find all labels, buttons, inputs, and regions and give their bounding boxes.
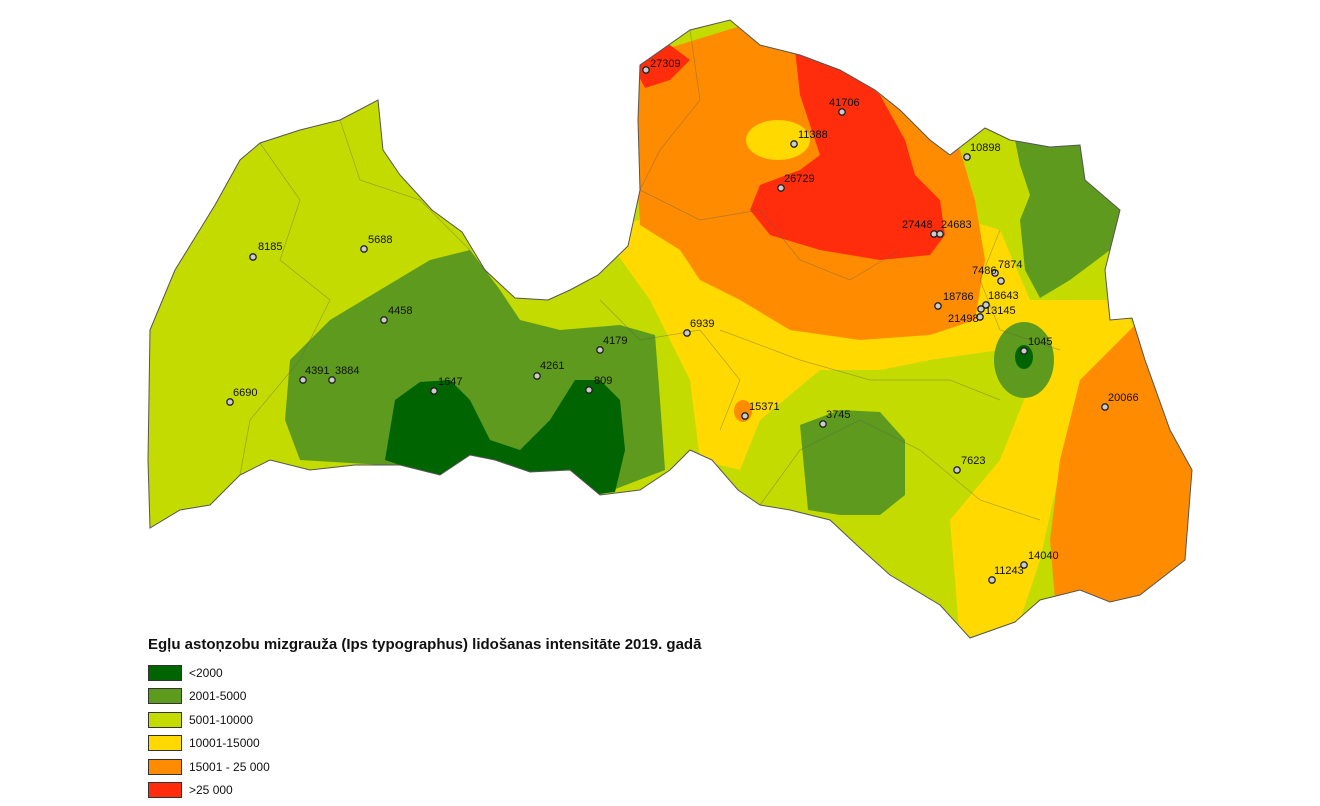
svg-text:3884: 3884 bbox=[335, 365, 359, 377]
svg-text:6939: 6939 bbox=[690, 318, 714, 330]
legend: Egļu astoņzobu mizgrauža (Ips typographu… bbox=[148, 636, 701, 802]
zone-10001-15000-island bbox=[746, 120, 810, 160]
svg-text:20066: 20066 bbox=[1108, 392, 1139, 404]
svg-text:24683: 24683 bbox=[941, 219, 972, 231]
svg-text:3745: 3745 bbox=[826, 409, 850, 421]
point-18786: 18786 bbox=[934, 291, 974, 310]
legend-swatch bbox=[148, 758, 182, 775]
legend-swatch bbox=[148, 735, 182, 752]
point-4261: 4261 bbox=[533, 360, 564, 380]
point-6690: 6690 bbox=[226, 387, 257, 406]
svg-text:27309: 27309 bbox=[650, 58, 681, 70]
svg-text:21498: 21498 bbox=[948, 313, 979, 325]
legend-label: <2000 bbox=[189, 665, 223, 680]
svg-text:5688: 5688 bbox=[368, 234, 392, 246]
point-3884: 3884 bbox=[328, 365, 359, 384]
svg-text:41706: 41706 bbox=[829, 97, 860, 109]
point-24683: 24683 bbox=[936, 219, 972, 238]
point-13145: 13145 bbox=[977, 305, 1016, 317]
svg-text:7486: 7486 bbox=[972, 265, 996, 277]
point-18643: 18643 bbox=[982, 290, 1019, 309]
map-title: Egļu astoņzobu mizgrauža (Ips typographu… bbox=[148, 636, 702, 653]
legend-item: 5001-10000 bbox=[148, 708, 701, 732]
legend-swatch bbox=[148, 782, 182, 799]
svg-text:6690: 6690 bbox=[233, 387, 257, 399]
point-1647: 1647 bbox=[430, 376, 462, 395]
point-809: 809 bbox=[585, 375, 612, 394]
point-1045: 1045 bbox=[1020, 336, 1052, 355]
zone-2001-5000-northeast bbox=[1015, 140, 1120, 298]
svg-text:11388: 11388 bbox=[798, 129, 828, 141]
point-11243: 11243 bbox=[988, 565, 1024, 584]
point-7486: 7486 bbox=[972, 265, 999, 277]
svg-text:10898: 10898 bbox=[970, 142, 1001, 154]
point-10898: 10898 bbox=[963, 142, 1001, 161]
svg-text:27448: 27448 bbox=[902, 219, 933, 231]
svg-text:18786: 18786 bbox=[943, 291, 974, 303]
point-20066: 20066 bbox=[1101, 392, 1139, 411]
legend-label: 5001-10000 bbox=[189, 712, 254, 727]
svg-text:7874: 7874 bbox=[998, 259, 1022, 271]
point-15371: 15371 bbox=[741, 401, 780, 420]
zone-over-25000 bbox=[750, 50, 945, 260]
svg-text:8185: 8185 bbox=[258, 241, 282, 253]
svg-text:4179: 4179 bbox=[603, 335, 627, 347]
zone-under-2000-east bbox=[1015, 345, 1033, 369]
svg-text:15371: 15371 bbox=[749, 401, 780, 413]
sampling-points: 27309 41706 11388 26729 10898 27448 2468… bbox=[226, 58, 1139, 584]
latvia-map: 27309 41706 11388 26729 10898 27448 2468… bbox=[147, 19, 1193, 639]
svg-text:4391: 4391 bbox=[305, 365, 329, 377]
point-26729: 26729 bbox=[777, 173, 815, 192]
point-27309: 27309 bbox=[642, 58, 681, 74]
country-outline bbox=[147, 19, 1193, 639]
point-11388: 11388 bbox=[790, 129, 828, 148]
svg-text:1045: 1045 bbox=[1028, 336, 1052, 348]
zone-under-2000-west bbox=[385, 380, 625, 495]
svg-text:7623: 7623 bbox=[961, 455, 985, 467]
legend-swatch bbox=[148, 688, 182, 705]
legend-label: 10001-15000 bbox=[189, 736, 260, 751]
point-7874: 7874 bbox=[997, 259, 1022, 285]
zone-10001-15000 bbox=[600, 200, 1150, 638]
point-6939: 6939 bbox=[683, 318, 714, 337]
svg-text:4261: 4261 bbox=[540, 360, 564, 372]
point-21498: 21498 bbox=[948, 313, 984, 325]
point-8185: 8185 bbox=[249, 241, 282, 261]
svg-text:4458: 4458 bbox=[388, 305, 412, 317]
point-4458: 4458 bbox=[380, 305, 412, 324]
legend-item: <2000 bbox=[148, 661, 701, 685]
svg-text:11243: 11243 bbox=[994, 565, 1024, 577]
point-5688: 5688 bbox=[360, 234, 392, 253]
point-4391: 4391 bbox=[299, 365, 329, 384]
svg-text:14040: 14040 bbox=[1028, 550, 1059, 562]
svg-text:809: 809 bbox=[594, 375, 612, 387]
legend-item: 10001-15000 bbox=[148, 732, 701, 756]
legend-swatch bbox=[148, 711, 182, 728]
point-7623: 7623 bbox=[953, 455, 985, 474]
admin-boundaries bbox=[239, 29, 1061, 521]
legend-item: >25 000 bbox=[148, 779, 701, 803]
legend-label: 2001-5000 bbox=[189, 689, 247, 704]
zone-2001-5000-south bbox=[800, 410, 905, 515]
legend-item: 2001-5000 bbox=[148, 685, 701, 709]
svg-text:18643: 18643 bbox=[988, 290, 1019, 302]
svg-text:13145: 13145 bbox=[985, 305, 1016, 317]
legend-swatch bbox=[148, 664, 182, 681]
point-4179: 4179 bbox=[596, 335, 627, 354]
point-27448: 27448 bbox=[902, 219, 938, 238]
legend-item: 15001 - 25 000 bbox=[148, 755, 701, 779]
svg-text:1647: 1647 bbox=[438, 376, 462, 388]
point-14040: 14040 bbox=[1020, 550, 1059, 569]
legend-label: 15001 - 25 000 bbox=[189, 759, 270, 774]
legend-label: >25 000 bbox=[189, 783, 233, 798]
svg-text:26729: 26729 bbox=[784, 173, 815, 185]
point-41706: 41706 bbox=[829, 97, 860, 116]
point-3745: 3745 bbox=[819, 409, 850, 428]
